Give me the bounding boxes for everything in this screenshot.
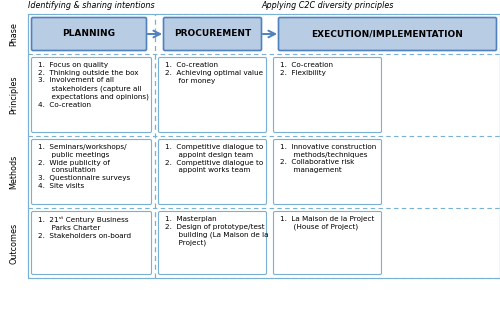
FancyBboxPatch shape <box>32 211 152 275</box>
Text: 1.  Co-creation
2.  Flexibility: 1. Co-creation 2. Flexibility <box>280 62 333 76</box>
Text: 1.  Masterplan
2.  Design of prototype/test
      building (La Maison de la
    : 1. Masterplan 2. Design of prototype/tes… <box>165 216 268 246</box>
FancyBboxPatch shape <box>32 139 152 204</box>
Text: Applying C2C diversity principles: Applying C2C diversity principles <box>262 1 394 10</box>
Text: PLANNING: PLANNING <box>62 29 116 39</box>
FancyBboxPatch shape <box>32 17 146 51</box>
Bar <box>28 14 500 278</box>
Text: 1.  Seminars/workshops/
      public meetings
2.  Wide publicity of
      consul: 1. Seminars/workshops/ public meetings 2… <box>38 144 130 189</box>
Text: Methods: Methods <box>10 155 18 189</box>
Text: EXECUTION/IMPLEMENTATION: EXECUTION/IMPLEMENTATION <box>312 29 464 39</box>
Text: 1.  Co-creation
2.  Achieving optimal value
      for money: 1. Co-creation 2. Achieving optimal valu… <box>165 62 263 83</box>
FancyBboxPatch shape <box>274 58 382 132</box>
Text: Principles: Principles <box>10 76 18 114</box>
Text: Identifying & sharing intentions: Identifying & sharing intentions <box>28 1 155 10</box>
FancyBboxPatch shape <box>274 139 382 204</box>
FancyBboxPatch shape <box>158 211 266 275</box>
Text: Phase: Phase <box>10 22 18 46</box>
FancyBboxPatch shape <box>278 17 496 51</box>
FancyBboxPatch shape <box>158 139 266 204</box>
Text: Outcomes: Outcomes <box>10 222 18 264</box>
Text: PROCUREMENT: PROCUREMENT <box>174 29 251 39</box>
FancyBboxPatch shape <box>164 17 262 51</box>
FancyBboxPatch shape <box>32 58 152 132</box>
Text: 1.  La Maison de la Project
      (House of Project): 1. La Maison de la Project (House of Pro… <box>280 216 374 230</box>
FancyBboxPatch shape <box>274 211 382 275</box>
Text: 1.  Competitive dialogue to
      appoint design team
2.  Competitive dialogue t: 1. Competitive dialogue to appoint desig… <box>165 144 263 173</box>
Text: 1.  Focus on quality
2.  Thinking outside the box
3.  Involvement of all
      s: 1. Focus on quality 2. Thinking outside … <box>38 62 149 108</box>
Text: 1.  21ˢᵗ Century Business
      Parks Charter
2.  Stakeholders on-board: 1. 21ˢᵗ Century Business Parks Charter 2… <box>38 216 131 239</box>
FancyBboxPatch shape <box>158 58 266 132</box>
Text: 1.  Innovative construction
      methods/techniques
2.  Collaborative risk
    : 1. Innovative construction methods/techn… <box>280 144 376 173</box>
